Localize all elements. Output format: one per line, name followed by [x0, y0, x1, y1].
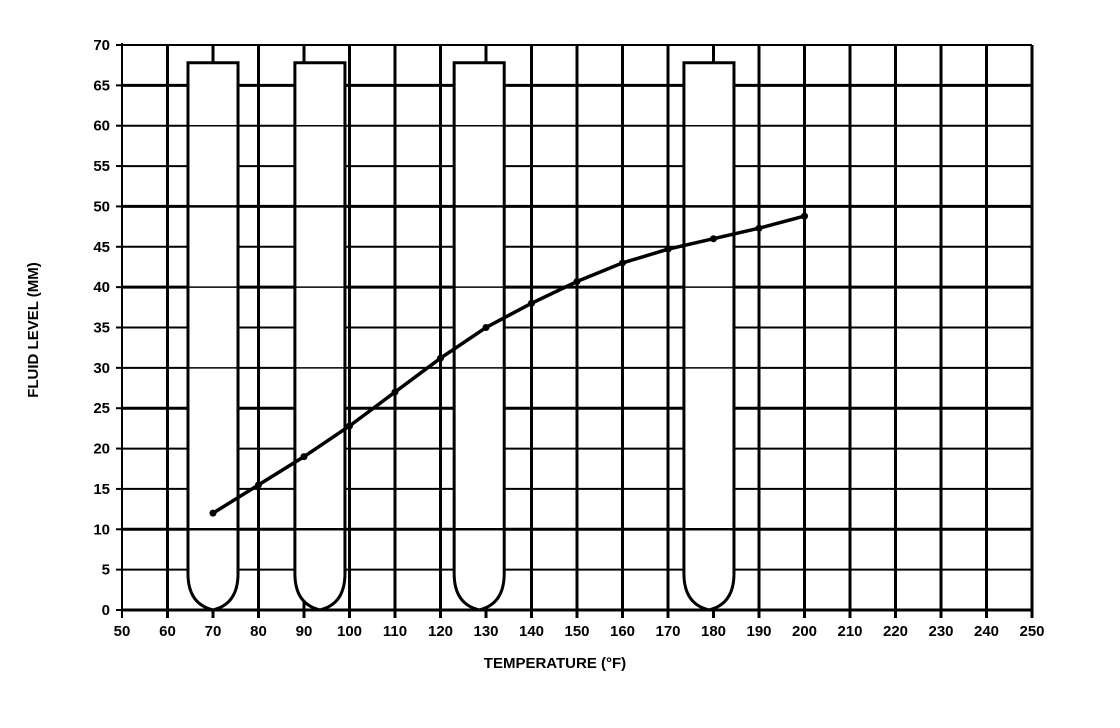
axes: [116, 43, 1033, 618]
y-tick-label: 15: [93, 481, 110, 498]
data-point: [300, 453, 308, 461]
x-tick-label: 170: [655, 623, 680, 640]
data-line: [212, 214, 805, 515]
data-point: [710, 235, 717, 243]
x-tick-label: 120: [428, 623, 453, 640]
y-tick-label: 70: [93, 37, 110, 54]
x-tick-label: 70: [205, 623, 222, 640]
x-tick-label: 210: [837, 623, 862, 640]
data-point: [209, 509, 217, 517]
data-point: [482, 324, 490, 331]
y-tick-label: 25: [93, 400, 110, 417]
data-point: [255, 481, 262, 489]
data-point: [346, 422, 353, 430]
y-tick-label: 35: [93, 320, 110, 337]
y-tick-label: 5: [102, 562, 110, 579]
x-tick-label: 140: [519, 623, 544, 640]
x-tick-label: 230: [928, 623, 953, 640]
x-tick-label: 250: [1019, 623, 1044, 640]
y-tick-label: 30: [93, 360, 110, 377]
x-tick-label: 100: [337, 623, 362, 640]
data-point: [619, 259, 626, 267]
y-axis-label: FLUID LEVEL (MM): [25, 262, 42, 398]
x-tick-label: 160: [610, 623, 635, 640]
x-tick-label: 190: [746, 623, 771, 640]
x-tick-labels: 50 60 70 80 90 100 110 120 130 140 150 160 170 180 190…: [114, 623, 1045, 640]
x-tick-label: 50: [114, 623, 131, 640]
x-tick-label: 150: [564, 623, 589, 640]
test-tube: [186, 61, 240, 612]
x-tick-label: 90: [296, 623, 313, 640]
data-point: [573, 277, 581, 285]
x-tick-label: 240: [974, 623, 999, 640]
y-tick-label: 65: [93, 77, 110, 94]
y-tick-label: 45: [93, 239, 110, 256]
test-tube: [452, 61, 506, 612]
x-tick-label: 180: [701, 623, 726, 640]
data-point: [755, 224, 763, 232]
data-point: [801, 212, 808, 220]
x-tick-label: 110: [383, 623, 407, 640]
x-tick-label: 80: [250, 623, 267, 640]
test-tube: [682, 61, 736, 612]
x-axis-label: TEMPERATURE (°F): [484, 655, 626, 672]
y-tick-label: 10: [93, 521, 110, 538]
y-tick-label: 20: [93, 441, 110, 458]
data-point: [664, 245, 672, 253]
y-tick-label: 40: [93, 279, 110, 296]
data-point: [391, 388, 399, 396]
x-tick-label: 130: [473, 623, 498, 640]
x-tick-label: 220: [883, 623, 908, 640]
series-line: [209, 212, 808, 517]
data-point: [437, 354, 444, 362]
test-tube: [293, 61, 347, 612]
y-tick-labels: 0 5 10 15 20 25 30 35 40 45 50 55 60 65 70: [93, 37, 110, 619]
y-tick-label: 0: [102, 602, 110, 619]
x-tick-label: 60: [159, 623, 176, 640]
y-tick-label: 55: [93, 158, 110, 175]
data-point: [528, 299, 535, 307]
grid: [122, 44, 1034, 618]
y-tick-label: 60: [93, 118, 110, 135]
y-tick-label: 50: [93, 198, 110, 215]
x-tick-label: 200: [792, 623, 817, 640]
